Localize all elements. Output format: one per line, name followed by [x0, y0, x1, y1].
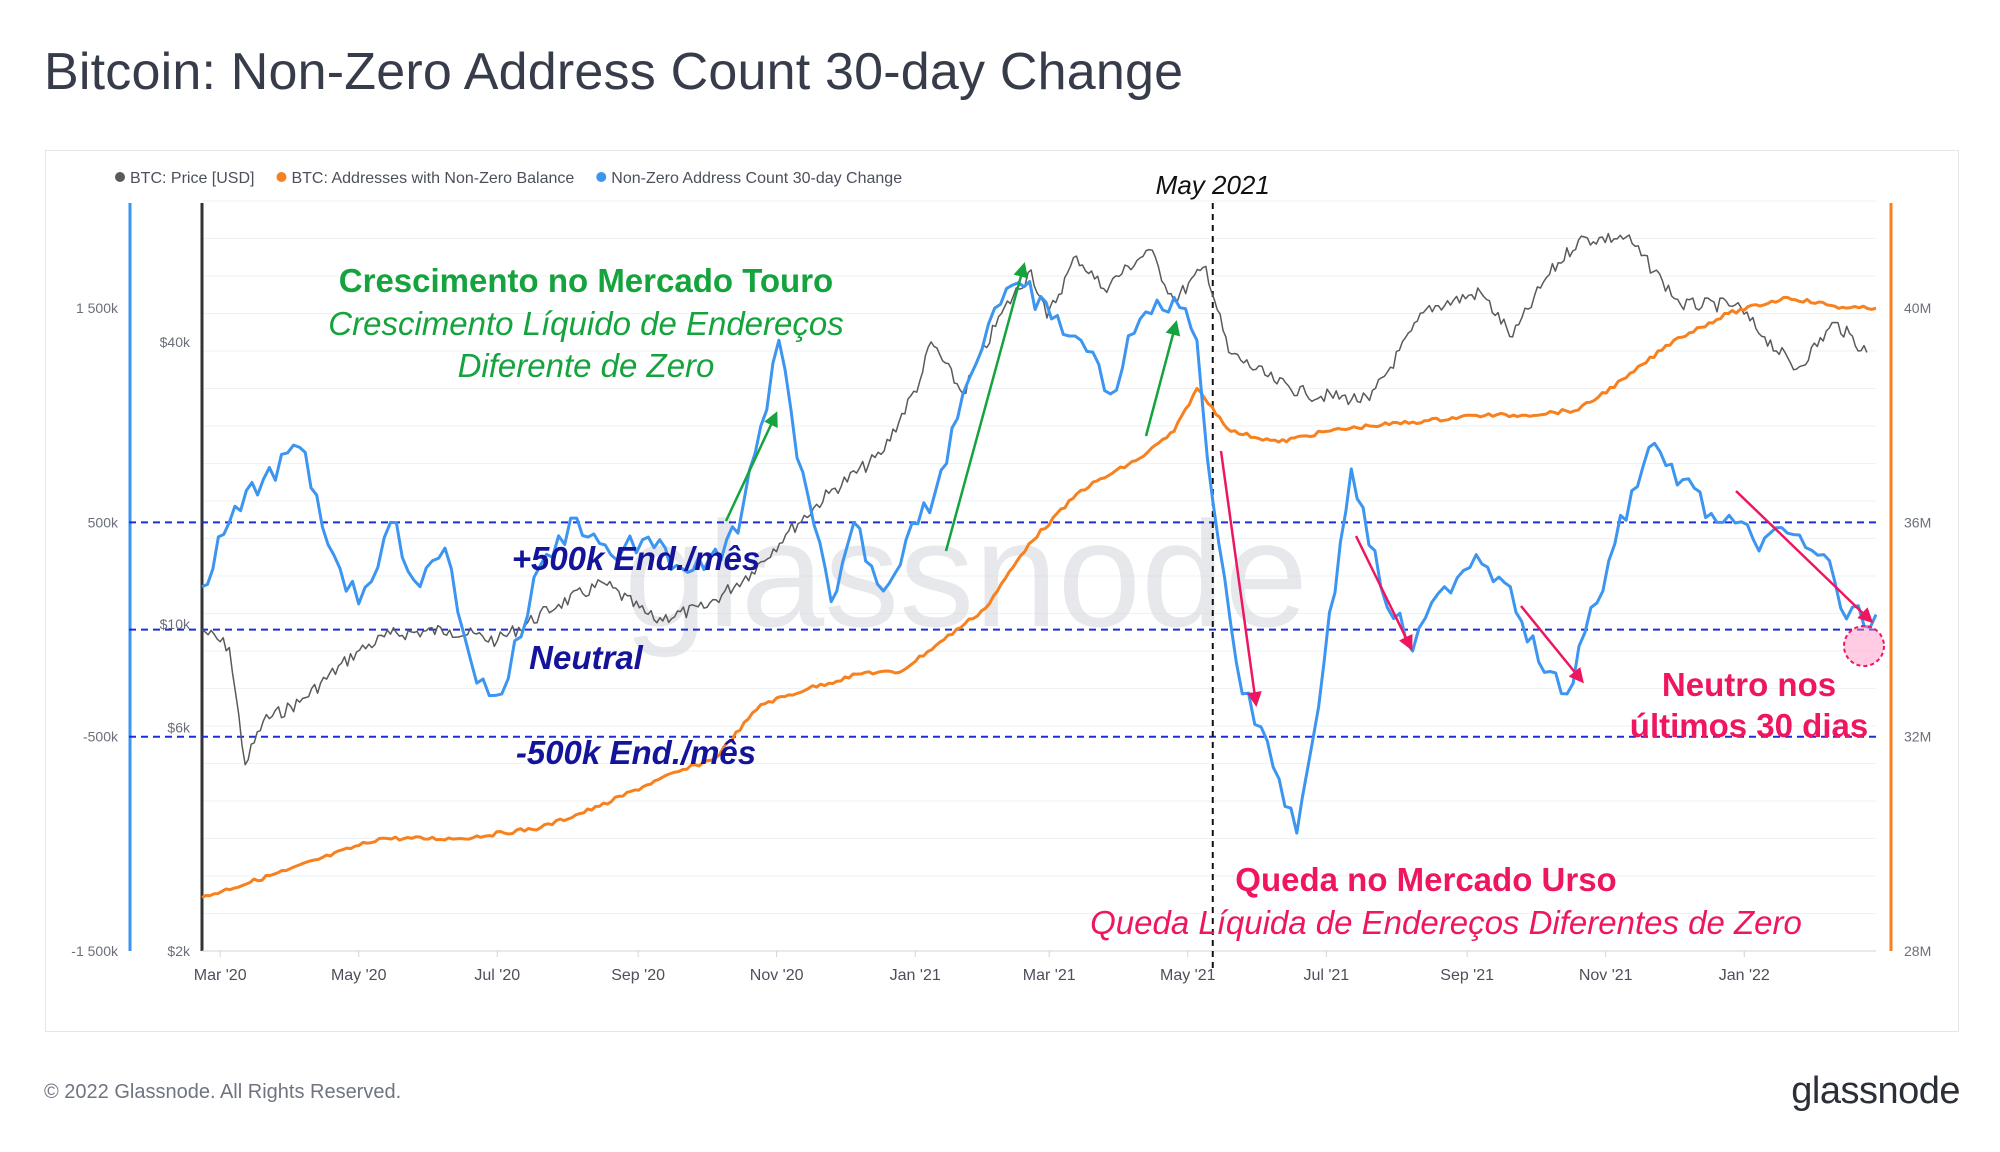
bull-arrow [944, 262, 1029, 552]
legend[interactable]: BTC: Price [USD] BTC: Addresses with Non-… [115, 170, 902, 187]
annotations: Crescimento no Mercado Touro Crescimento … [328, 262, 1885, 941]
ticks: 1 500k 500k -500k -1 500k $40k $10k $6k $2k 40M 3… [71, 300, 1931, 984]
price-series-line [201, 232, 1868, 766]
bull-title: Crescimento no Mercado Touro [339, 262, 833, 299]
change-tick-label: 500k [88, 514, 119, 530]
x-tick-label: Jul '20 [474, 967, 520, 984]
bear-title: Queda no Mercado Urso [1235, 861, 1616, 898]
x-tick-label: Jan '21 [890, 967, 941, 984]
legend-marker [115, 172, 125, 182]
legend-item: BTC: Price [USD] [130, 170, 254, 187]
grid [202, 200, 1876, 952]
x-tick-label: Nov '20 [750, 967, 804, 984]
bear-subtitle: Queda Líquida de Endereços Diferentes de… [1090, 904, 1802, 941]
footer-copyright: © 2022 Glassnode. All Rights Reserved. [44, 1081, 402, 1103]
reference-line-label: Neutral [529, 639, 644, 676]
neutral-highlight-circle [1843, 625, 1885, 667]
x-tick-label: May '21 [1160, 967, 1216, 984]
x-tick-label: Jan '22 [1719, 967, 1770, 984]
price-tick-label: $6k [167, 720, 191, 736]
x-tick-label: May '20 [331, 967, 387, 984]
axes [128, 203, 1893, 952]
change-tick-label: 1 500k [76, 300, 119, 316]
price-tick-label: $10k [160, 616, 191, 632]
watermark: glassnode [624, 490, 1308, 658]
legend-item: BTC: Addresses with Non-Zero Balance [291, 170, 574, 187]
bull-subtitle-2: Diferente de Zero [458, 347, 715, 384]
bear-arrow [1735, 490, 1874, 624]
series-layer [201, 232, 1878, 899]
bull-arrow [1144, 320, 1181, 437]
bull-arrow [724, 411, 778, 522]
change-tick-label: -500k [83, 729, 119, 745]
balance-tick-label: 36M [1904, 514, 1931, 530]
neutral-note-2: últimos 30 dias [1630, 707, 1868, 744]
reference-line-label: -500k End./mês [516, 734, 756, 771]
bear-arrow [1520, 605, 1584, 684]
bear-arrow [1219, 450, 1262, 707]
event-line-label: May 2021 [1156, 170, 1270, 200]
x-tick-label: Mar '21 [1023, 967, 1076, 984]
page-title: Bitcoin: Non-Zero Address Count 30-day C… [44, 43, 1184, 101]
balance-tick-label: 40M [1904, 300, 1931, 316]
x-tick-label: Sep '21 [1440, 967, 1494, 984]
balance-series-line [201, 295, 1877, 899]
legend-marker [276, 172, 287, 182]
balance-tick-label: 28M [1904, 943, 1931, 959]
x-tick-label: Jul '21 [1303, 967, 1349, 984]
price-tick-label: $2k [167, 943, 191, 959]
change-series-line [201, 280, 1878, 835]
bull-subtitle-1: Crescimento Líquido de Endereços [328, 305, 843, 342]
x-tick-label: Mar '20 [194, 967, 247, 984]
chart: glassnode May 2021 1 500k 500k -500k -1 500… [71, 170, 1931, 984]
price-tick-label: $40k [160, 334, 191, 350]
chart-frame: glassnode May 2021 1 500k 500k -500k -1 500… [45, 150, 1959, 1032]
x-tick-label: Sep '20 [611, 967, 665, 984]
x-tick-label: Nov '21 [1579, 967, 1633, 984]
glassnode-logo: glassnode [1791, 1070, 1960, 1112]
bear-arrow [1354, 535, 1413, 651]
legend-item: Non-Zero Address Count 30-day Change [611, 170, 902, 187]
neutral-note-1: Neutro nos [1662, 666, 1836, 703]
reference-line-label: +500k End./mês [512, 540, 761, 577]
balance-tick-label: 32M [1904, 729, 1931, 745]
legend-marker [596, 172, 607, 182]
change-tick-label: -1 500k [71, 943, 119, 959]
